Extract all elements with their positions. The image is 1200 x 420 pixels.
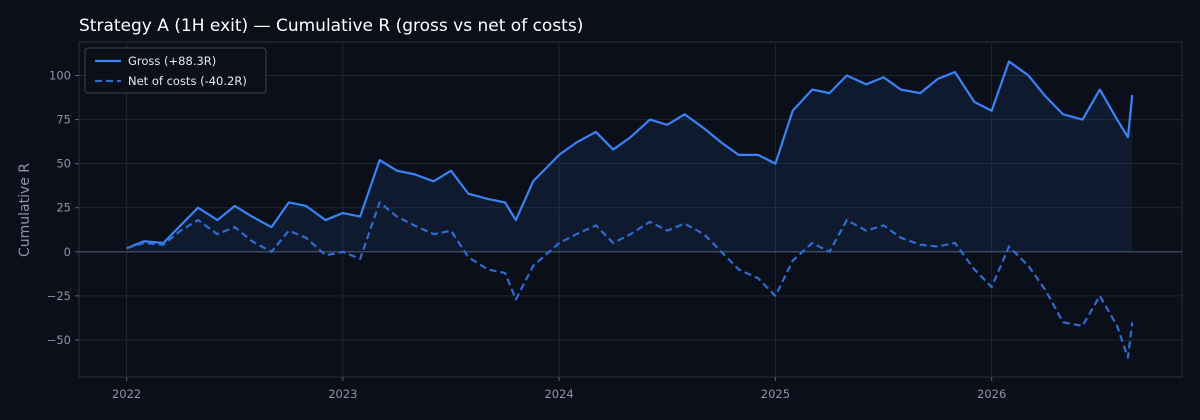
- y-axis-label: Cumulative R: [17, 163, 33, 257]
- x-tick-label: 2024: [544, 387, 573, 401]
- legend: Gross (+88.3R) Net of costs (-40.2R): [84, 47, 267, 94]
- series-line: [126, 60, 1134, 250]
- y-tick-label: 25: [56, 201, 71, 215]
- y-tick-label: −25: [47, 289, 71, 303]
- legend-label: Net of costs (-40.2R): [128, 74, 247, 88]
- x-tick-label: 2026: [977, 387, 1006, 401]
- y-tick-label: 75: [56, 113, 71, 127]
- chart-title: Strategy A (1H exit) — Cumulative R (gro…: [79, 16, 583, 36]
- x-tick-label: 2023: [328, 387, 357, 401]
- legend-label: Gross (+88.3R): [128, 54, 216, 68]
- plot-area: [78, 41, 1183, 378]
- y-tick-label: 100: [49, 69, 71, 83]
- x-tick-label: 2025: [761, 387, 790, 401]
- y-tick-label: −50: [47, 333, 71, 347]
- legend-box: [84, 47, 267, 94]
- series-line: [126, 201, 1134, 359]
- y-tick-label: 50: [56, 157, 71, 171]
- x-tick-label: 2022: [112, 387, 141, 401]
- y-tick-label: 0: [64, 245, 71, 259]
